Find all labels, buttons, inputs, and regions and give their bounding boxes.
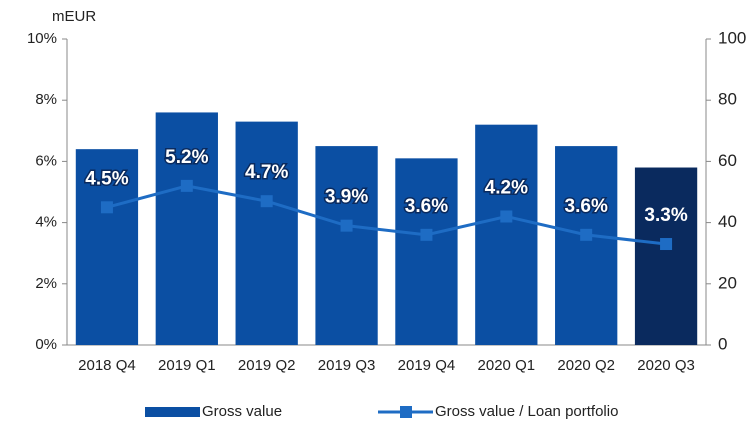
- bar: [235, 121, 298, 346]
- legend-swatch: [145, 407, 200, 417]
- legend-label: Gross value / Loan portfolio: [435, 403, 618, 420]
- line-marker: [660, 238, 673, 251]
- y-tick-label: 6%: [35, 152, 57, 169]
- bar: [555, 146, 618, 345]
- bar: [315, 146, 378, 345]
- bar: [395, 158, 458, 345]
- bar: [475, 124, 538, 346]
- y2-tick-label: 60: [718, 151, 737, 170]
- y-tick-label: 4%: [35, 214, 57, 231]
- x-tick-label: 2019 Q3: [318, 357, 376, 374]
- value-label: 3.9%: [325, 187, 368, 208]
- legend-marker: [400, 406, 412, 418]
- value-label: 4.7%: [245, 162, 288, 183]
- y2-tick-label: 100: [718, 28, 746, 47]
- y-tick-label: 8%: [35, 91, 57, 108]
- x-tick-label: 2019 Q1: [158, 357, 216, 374]
- x-tick-label: 2020 Q2: [557, 357, 615, 374]
- y-tick-label: 2%: [35, 275, 57, 292]
- y-tick-label: 10%: [27, 30, 57, 47]
- legend-label: Gross value: [202, 403, 282, 420]
- value-label: 4.5%: [85, 168, 128, 189]
- bar: [634, 167, 698, 345]
- line-marker: [340, 219, 353, 232]
- y2-tick-label: 0: [718, 334, 727, 353]
- bar: [155, 112, 218, 345]
- y-unit-label: mEUR: [52, 8, 96, 25]
- x-tick-label: 2018 Q4: [78, 357, 136, 374]
- x-tick-label: 2020 Q1: [478, 357, 536, 374]
- y2-tick-label: 80: [718, 90, 737, 109]
- bar: [75, 149, 139, 345]
- value-label: 3.3%: [644, 205, 687, 226]
- value-label: 5.2%: [165, 147, 208, 168]
- line-marker: [580, 228, 593, 241]
- value-label: 3.6%: [565, 196, 608, 217]
- x-tick-label: 2019 Q4: [398, 357, 456, 374]
- y-tick-label: 0%: [35, 336, 57, 353]
- line-marker: [500, 210, 513, 223]
- value-label: 4.2%: [485, 177, 528, 198]
- line-marker: [180, 179, 193, 192]
- value-label: 3.6%: [405, 196, 448, 217]
- line-marker: [100, 201, 113, 214]
- line-marker: [420, 228, 433, 241]
- y2-tick-label: 20: [718, 273, 737, 292]
- line: [106, 184, 667, 246]
- x-tick-label: 2019 Q2: [238, 357, 296, 374]
- y2-tick-label: 40: [718, 212, 737, 231]
- line-marker: [260, 195, 273, 208]
- x-tick-label: 2020 Q3: [637, 357, 695, 374]
